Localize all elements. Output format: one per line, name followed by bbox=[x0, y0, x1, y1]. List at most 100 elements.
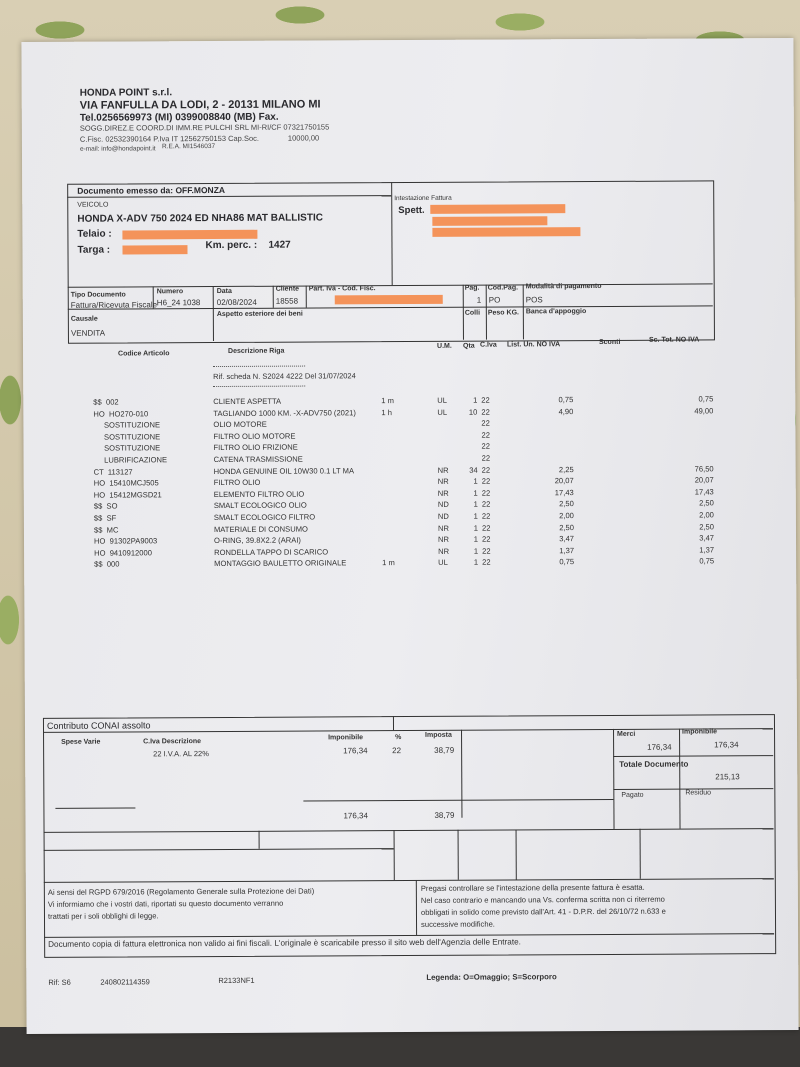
tipo-value: Fattura/Ricevuta Fiscale bbox=[70, 300, 158, 310]
cell-code: $$ MC bbox=[93, 525, 119, 535]
cell-price: 3,47 bbox=[559, 534, 575, 544]
cell-desc: O-RING, 39.8X2.2 (ARAI) bbox=[213, 535, 301, 546]
modalita-value: POS bbox=[525, 295, 543, 305]
cell-code: HO 15410MCJ505 bbox=[93, 478, 159, 488]
cell-desc: ELEMENTO FILTRO OLIO bbox=[213, 489, 305, 499]
cell-tot: 2,50 bbox=[699, 522, 714, 532]
codpag-value: PO bbox=[488, 295, 501, 305]
cell-tot: 0,75 bbox=[699, 556, 715, 566]
header-um: U.M. bbox=[436, 342, 452, 350]
cell-um: NR bbox=[437, 465, 449, 475]
redacted-billing-name bbox=[430, 204, 566, 214]
causale-label: Causale bbox=[70, 315, 98, 323]
legenda: Legenda: O=Omaggio; S=Scorporo bbox=[426, 972, 557, 982]
billing-spett: Spett. bbox=[398, 204, 425, 217]
header-desc: Descrizione Riga bbox=[228, 347, 285, 355]
cell-code: $$ SO bbox=[93, 501, 118, 512]
cell-qta: 1 bbox=[473, 500, 478, 510]
imposta-total: 38,79 bbox=[434, 810, 455, 820]
cell-price: 2,25 bbox=[558, 464, 574, 474]
cell-um: NR bbox=[438, 546, 450, 556]
cell-iva: 22 bbox=[481, 465, 491, 475]
header-price: List. Un. NO IVA bbox=[506, 341, 561, 349]
cell-desc: MATERIALE DI CONSUMO bbox=[213, 524, 308, 534]
cell-iva: 22 bbox=[481, 407, 490, 417]
cell-iva: 22 bbox=[481, 441, 491, 452]
company-tax: C.Fisc. 02532390164 P.Iva IT 12562750153… bbox=[79, 133, 259, 144]
residuo-label: Residuo bbox=[685, 789, 712, 797]
cell-um: ND bbox=[437, 511, 449, 521]
cell-tot: 2,50 bbox=[699, 498, 714, 508]
plate-label: Targa : bbox=[77, 244, 111, 256]
footer-rif: Rif: S6 bbox=[48, 977, 71, 987]
cell-desc: FILTRO OLIO bbox=[213, 477, 261, 488]
issued-by: Documento emesso da: OFF.MONZA bbox=[77, 184, 226, 196]
cell-iva: 22 bbox=[482, 557, 491, 568]
perc-value: 22 bbox=[392, 746, 402, 756]
cell-code: HO HO270-010 bbox=[93, 408, 149, 419]
codpag-label: Cod.Pag. bbox=[487, 284, 519, 292]
cell-price: 20,07 bbox=[554, 476, 574, 486]
cell-code: HO 91302PA9003 bbox=[94, 536, 158, 546]
cell-tot: 49,00 bbox=[694, 406, 714, 416]
totale-value: 215,13 bbox=[715, 772, 740, 782]
cell-tot: 2,00 bbox=[699, 510, 714, 520]
cell-price: 0,75 bbox=[559, 557, 575, 567]
cell-tot: 3,47 bbox=[699, 533, 715, 543]
cliente-value: 18558 bbox=[275, 296, 299, 306]
data-value: 02/08/2024 bbox=[216, 297, 257, 308]
data-label: Data bbox=[216, 287, 232, 296]
numero-value: H6_24 1038 bbox=[156, 298, 201, 308]
table-row: $$ 000 MONTAGGIO BAULETTO ORIGINALE 1 m UL 1… bbox=[24, 557, 724, 573]
redacted-plate bbox=[122, 245, 188, 255]
cell-iva: 22 bbox=[481, 453, 491, 463]
colli-label: Colli bbox=[464, 309, 481, 317]
pag-value: 1 bbox=[476, 295, 482, 305]
cell-code: SOSTITUZIONE bbox=[93, 432, 161, 442]
company-capital: 10000,00 bbox=[287, 133, 320, 143]
cell-qta: 1 bbox=[473, 558, 479, 568]
cell-iva: 22 bbox=[481, 511, 491, 521]
cell-um: ND bbox=[437, 500, 449, 510]
cell-price: 0,75 bbox=[558, 395, 574, 405]
imponibile2-label: Imponibile bbox=[682, 728, 718, 736]
scheda-ref: Rif. scheda N. S2024 4222 Del 31/07/2024 bbox=[213, 371, 356, 382]
privacy-note: Ai sensi del RGPD 679/2016 (Regolamento … bbox=[47, 886, 315, 921]
cell-price: 2,50 bbox=[559, 522, 574, 532]
imponibile-value: 176,34 bbox=[343, 746, 368, 756]
cell-tot: 76,50 bbox=[694, 464, 714, 474]
cell-um: UL bbox=[437, 407, 448, 417]
cell-tot: 1,37 bbox=[699, 545, 715, 555]
aspetto-label: Aspetto esteriore dei beni bbox=[216, 310, 303, 319]
header-total: Sc. Tot. NO IVA bbox=[648, 336, 700, 344]
cell-qta: 1 bbox=[473, 488, 478, 498]
table-edge bbox=[0, 1027, 800, 1067]
km-label: Km. perc. : bbox=[205, 239, 258, 252]
cell-price: 2,00 bbox=[559, 511, 574, 521]
totale-label: Totale Documento bbox=[619, 759, 689, 769]
cell-desc: TAGLIANDO 1000 KM. -X-ADV750 (2021) bbox=[213, 407, 356, 418]
cell-desc: FILTRO OLIO MOTORE bbox=[213, 431, 296, 441]
cell-um: UL bbox=[438, 558, 448, 568]
cell-price: 4,90 bbox=[558, 406, 574, 416]
imposta-value: 38,79 bbox=[434, 745, 455, 755]
cell-iva: 22 bbox=[481, 488, 491, 498]
cell-qta: 1 bbox=[473, 546, 479, 556]
company-legal: SOGG.DIREZ.E COORD.DI IMM.RE PULCHI SRL … bbox=[79, 122, 330, 133]
cell-desc: CLIENTE ASPETTA bbox=[213, 396, 282, 407]
cell-desc: MONTAGGIO BAULETTO ORIGINALE bbox=[214, 558, 347, 569]
cell-iva: 22 bbox=[481, 418, 490, 428]
cell-qta: 10 bbox=[468, 407, 478, 417]
cell-code: CT 113127 bbox=[93, 467, 133, 477]
cell-unit: 1 h bbox=[381, 407, 392, 417]
company-email: e-mail: info@hondapoint.it bbox=[79, 145, 156, 153]
billing-label: Intestazione Fattura bbox=[394, 194, 452, 203]
banca-label: Banca d'appoggio bbox=[525, 308, 587, 316]
peso-label: Peso KG. bbox=[487, 309, 519, 317]
cell-tot: 0,75 bbox=[698, 394, 714, 404]
cell-desc: SMALT ECOLOGICO FILTRO bbox=[213, 512, 316, 523]
cell-desc: CATENA TRASMISSIONE bbox=[213, 454, 303, 465]
cell-um: UL bbox=[437, 395, 448, 405]
modalita-label: Modalità di pagamento bbox=[525, 282, 602, 291]
cliente-label: Cliente bbox=[275, 285, 300, 293]
